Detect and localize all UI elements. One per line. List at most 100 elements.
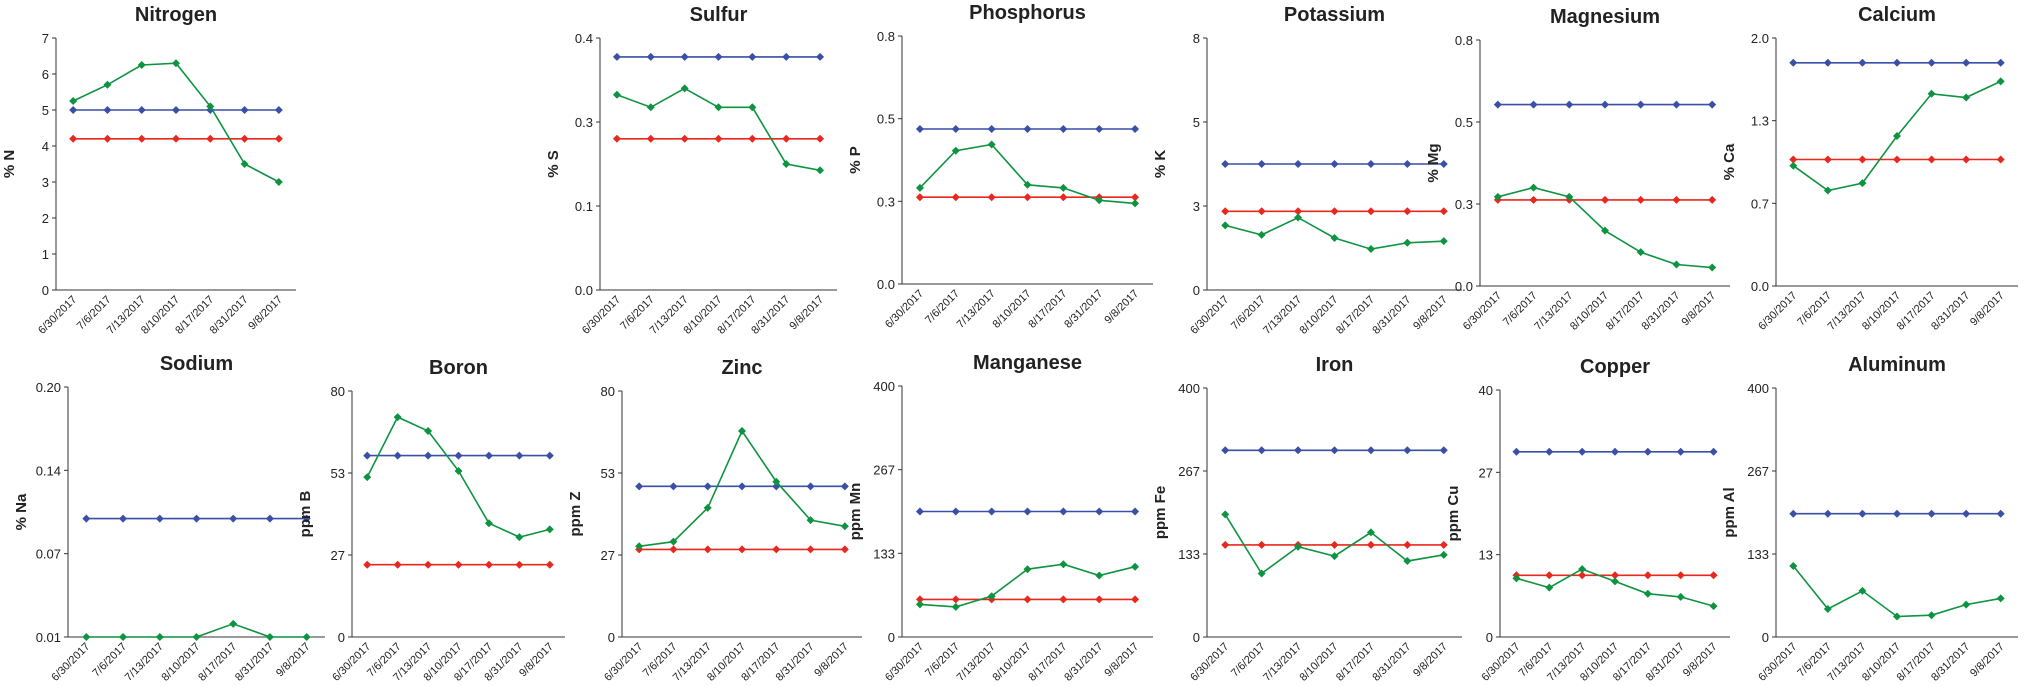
chart-title: Potassium	[1284, 4, 1385, 26]
data-point-red	[1996, 155, 2005, 164]
data-point-blue	[363, 451, 372, 460]
data-point-red	[738, 545, 746, 554]
data-point-green	[1708, 263, 1717, 272]
data-point-green	[1366, 245, 1375, 254]
x-tick-label: 8/10/2017	[1298, 641, 1341, 684]
x-tick-label: 9/8/2017	[1681, 641, 1720, 680]
data-point-green	[816, 166, 825, 175]
data-point-red	[703, 545, 712, 554]
data-point-green	[782, 160, 791, 168]
x-tick-label: 7/13/2017	[123, 641, 166, 684]
y-tick-label: 6	[42, 67, 49, 82]
y-tick-label: 0.8	[1455, 33, 1473, 48]
data-point-green	[987, 140, 996, 149]
data-point-blue	[1672, 100, 1681, 109]
x-tick-label: 9/8/2017	[1102, 288, 1141, 327]
x-tick-label: 8/17/2017	[196, 641, 239, 684]
data-point-green	[1672, 260, 1681, 269]
y-tick-label: 133	[1178, 547, 1200, 562]
data-point-red	[1023, 193, 1032, 202]
data-point-blue	[1330, 446, 1339, 455]
y-axis-label: ppm Al	[1721, 487, 1738, 537]
data-point-red	[69, 134, 78, 143]
x-tick-label: 8/17/2017	[1334, 294, 1377, 337]
data-point-blue	[1962, 58, 1971, 67]
data-point-blue	[1927, 509, 1936, 518]
x-tick-label: 9/8/2017	[1411, 641, 1450, 680]
data-point-blue	[454, 451, 463, 460]
data-point-red	[274, 134, 283, 143]
data-point-blue	[1962, 509, 1971, 518]
y-tick-label: 4	[42, 139, 49, 154]
data-point-green	[424, 426, 433, 435]
data-point-green	[1131, 562, 1140, 571]
data-point-blue	[1823, 58, 1832, 67]
data-point-red	[772, 545, 781, 554]
y-tick-label: 267	[1178, 464, 1200, 479]
data-point-green	[363, 473, 372, 482]
data-point-green	[454, 466, 463, 475]
data-point-blue	[1789, 58, 1798, 67]
data-point-green	[1294, 542, 1303, 551]
data-point-blue	[1095, 507, 1104, 516]
data-point-red	[951, 595, 960, 604]
data-point-green	[265, 633, 274, 641]
y-tick-label: 80	[601, 384, 615, 399]
data-point-green	[137, 61, 146, 69]
data-point-green	[669, 537, 678, 546]
data-point-green	[1257, 569, 1266, 578]
y-tick-label: 3	[42, 175, 49, 190]
data-point-green	[1643, 589, 1652, 598]
y-axis-label: % K	[1152, 150, 1169, 179]
data-point-green	[1927, 611, 1936, 620]
y-tick-label: 0.3	[877, 194, 895, 209]
data-point-red	[1131, 193, 1140, 202]
data-point-blue	[192, 514, 201, 523]
data-point-blue	[635, 482, 644, 491]
y-tick-label: 0.7	[1751, 196, 1769, 211]
data-point-blue	[1996, 58, 2005, 67]
y-tick-label: 2.0	[1751, 31, 1769, 46]
series-line-green	[1224, 216, 1444, 250]
data-point-green	[1095, 196, 1104, 205]
data-point-green	[1858, 179, 1867, 188]
data-point-blue	[1257, 160, 1266, 168]
data-point-red	[240, 134, 249, 143]
data-point-red	[363, 560, 372, 569]
data-point-red	[545, 560, 554, 569]
y-axis-label: % Na	[13, 493, 30, 530]
data-point-green	[635, 542, 644, 551]
y-axis-label: % Ca	[1721, 143, 1738, 180]
x-tick-label: 6/30/2017	[1756, 290, 1799, 333]
data-point-red	[1131, 595, 1140, 604]
data-point-blue	[274, 106, 283, 114]
data-point-red	[1257, 207, 1266, 216]
data-point-blue	[1294, 446, 1303, 455]
y-tick-label: 133	[1747, 547, 1769, 562]
y-tick-label: 0.14	[36, 463, 61, 478]
data-point-red	[1257, 540, 1266, 549]
data-point-green	[1439, 237, 1448, 246]
data-point-green	[1789, 562, 1798, 571]
data-point-blue	[1131, 125, 1140, 133]
y-tick-label: 13	[1479, 548, 1493, 563]
y-tick-label: 0.0	[877, 277, 895, 292]
chart-title: Aluminum	[1848, 354, 1946, 376]
y-tick-label: 53	[331, 466, 345, 481]
data-point-blue	[738, 482, 746, 491]
data-point-blue	[703, 482, 712, 491]
x-tick-label: 6/30/2017	[883, 641, 926, 684]
data-point-green	[1636, 248, 1645, 257]
data-point-red	[806, 545, 815, 554]
y-tick-label: 80	[331, 384, 345, 399]
data-point-blue	[1611, 447, 1619, 456]
data-point-green	[206, 102, 215, 111]
data-point-red	[1366, 540, 1375, 549]
